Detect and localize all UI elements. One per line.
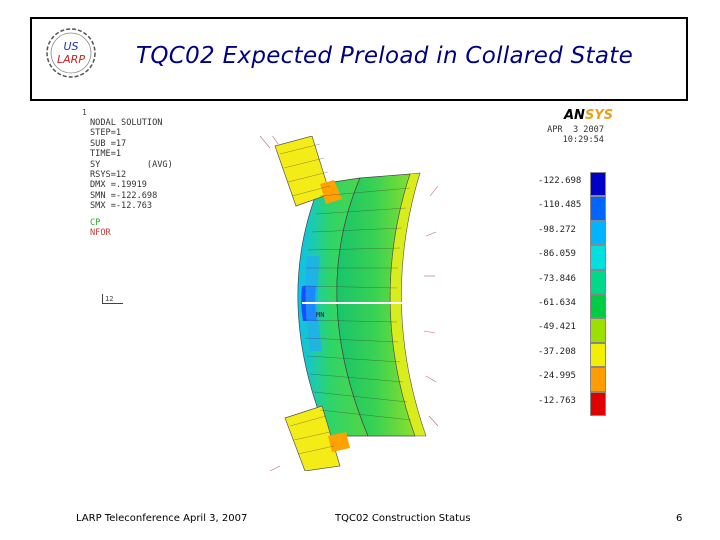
solution-info: NODAL SOLUTION STEP=1 SUB =17 TIME=1 SY … xyxy=(90,118,173,238)
info-line: SY (AVG) xyxy=(90,159,173,170)
info-line: NODAL SOLUTION xyxy=(90,118,163,128)
plot-date: APR 3 2007 10:29:54 xyxy=(536,125,604,145)
scale-label: -73.846 xyxy=(538,273,576,284)
axis-triad-label: 12 xyxy=(103,295,124,304)
footer-left: LARP Teleconference April 3, 2007 xyxy=(76,513,248,524)
scale-labels: -122.698 -110.485 -98.272 -86.059 -73.84… xyxy=(538,176,602,420)
color-scale xyxy=(590,172,606,416)
scale-label: -122.698 xyxy=(538,176,582,186)
scale-label: -61.634 xyxy=(538,297,576,308)
info-line: RSYS=12 xyxy=(90,170,127,181)
logo-text-bottom: LARP xyxy=(57,53,85,66)
plot-time-text: 10:29:54 xyxy=(562,135,604,145)
info-line: TIME=1 xyxy=(90,149,122,160)
footer-center: TQC02 Construction Status xyxy=(335,513,471,524)
scale-swatch xyxy=(590,172,606,197)
scale-swatch xyxy=(590,391,606,416)
scale-label: -86.059 xyxy=(538,249,576,260)
ansys-plot: 1 NODAL SOLUTION STEP=1 SUB =17 TIME=1 S… xyxy=(80,106,620,486)
legend-cp: CP xyxy=(90,217,101,228)
scale-swatch xyxy=(590,196,606,221)
ansys-logo-main: AN xyxy=(564,108,585,123)
scale-swatch xyxy=(590,269,606,294)
info-line: SUB =17 xyxy=(90,138,127,149)
ansys-logo-accent: SYS xyxy=(584,108,614,123)
info-line: SMX =-12.763 xyxy=(90,201,153,212)
plot-date-text: APR 3 2007 xyxy=(547,125,604,135)
ansys-logo: ANSYS xyxy=(564,108,613,123)
scale-swatch xyxy=(590,245,606,270)
min-node-label: MN xyxy=(316,311,325,319)
info-line: DMX =.19919 xyxy=(90,180,147,191)
logo-text-top: US xyxy=(63,40,78,53)
window-number: 1 xyxy=(82,108,88,117)
scale-label: -24.995 xyxy=(538,371,576,382)
slide-title: TQC02 Expected Preload in Collared State xyxy=(136,43,634,69)
scale-label: -12.763 xyxy=(538,395,576,406)
scale-swatch xyxy=(590,342,606,368)
scale-label: -49.421 xyxy=(538,322,576,333)
info-line: STEP=1 xyxy=(90,128,122,139)
scale-label: -37.208 xyxy=(538,346,576,357)
us-larp-logo: US LARP xyxy=(46,28,96,78)
page-number: 6 xyxy=(676,513,683,524)
scale-swatch xyxy=(590,220,606,246)
title-box: US LARP TQC02 Expected Preload in Collar… xyxy=(30,17,688,101)
scale-swatch xyxy=(590,367,606,392)
collar-contour-plot xyxy=(259,136,439,471)
scale-label: -110.485 xyxy=(538,200,582,211)
info-line: SMN =-122.698 xyxy=(90,190,158,201)
scale-label: -98.272 xyxy=(538,224,576,235)
legend-nfor: NFOR xyxy=(90,228,111,239)
axis-triad: 12 xyxy=(102,294,124,304)
scale-swatch xyxy=(590,293,606,319)
scale-swatch xyxy=(590,318,606,343)
